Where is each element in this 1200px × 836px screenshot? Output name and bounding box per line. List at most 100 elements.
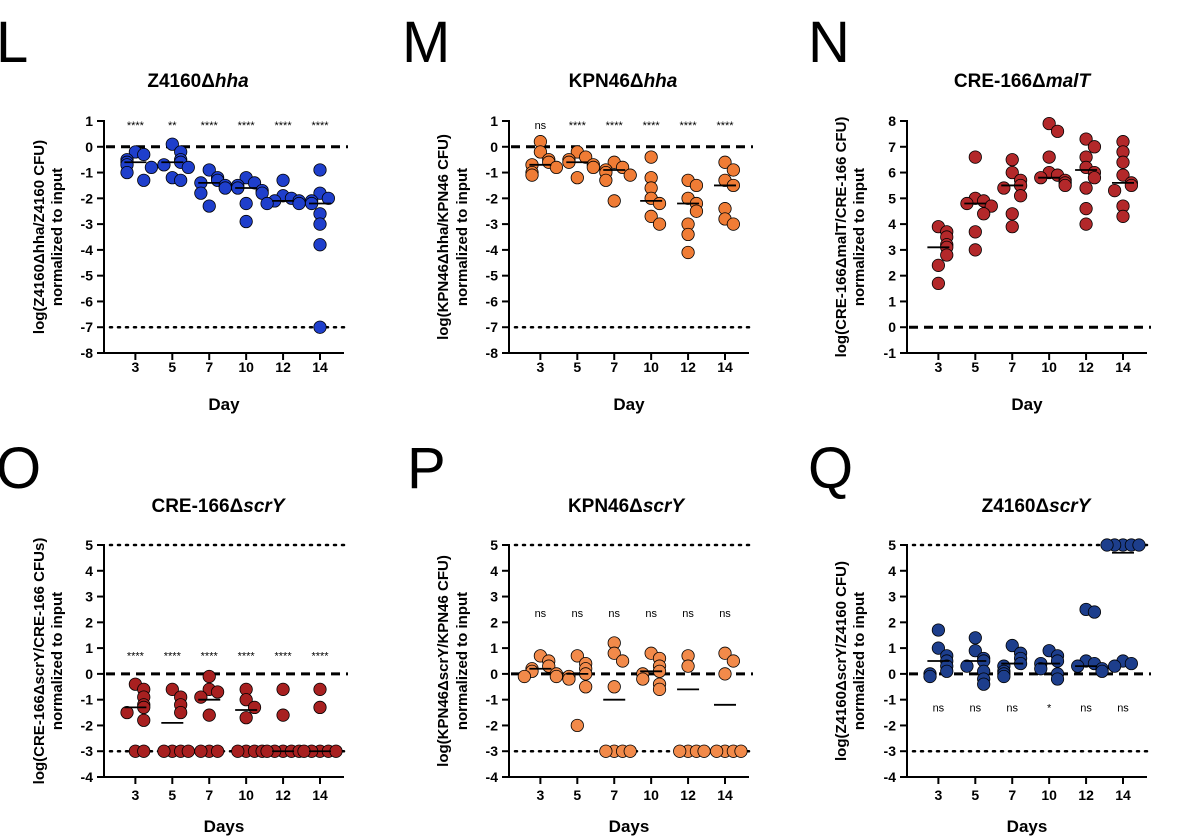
data-point [260,744,274,758]
y-tick-label: -1 [81,692,94,708]
y-tick-label: -8 [486,345,499,361]
data-point [681,659,695,673]
significance-label: ns [933,702,945,714]
x-tick-label: 10 [238,787,254,803]
y-tick-label: 2 [85,614,93,630]
y-tick-label: -4 [884,769,897,785]
data-point [1100,538,1114,552]
y-tick-label: 4 [490,563,498,579]
data-point [120,705,134,720]
x-tick-label: 14 [717,359,733,375]
data-point [1124,656,1138,671]
y-tick-label: 1 [85,113,93,129]
data-point [940,248,954,262]
data-point [329,744,343,758]
y-tick-label: 5 [85,537,93,553]
data-point [968,150,982,164]
data-point [652,682,667,696]
x-tick-label: 10 [1041,359,1057,375]
significance-label: **** [716,120,734,132]
data-point [276,708,290,722]
y-tick-label: 5 [888,537,896,553]
y-tick-label: 4 [85,563,93,579]
panel-title: Z4160ΔscrY [982,496,1093,517]
data-point [652,196,667,211]
data-point [1079,202,1093,216]
x-tick-label: 5 [573,359,581,375]
data-point [579,680,593,694]
x-tick-label: 7 [1008,359,1016,375]
significance-label: **** [127,651,145,663]
y-tick-label: 0 [490,666,498,682]
significance-label: ns [719,608,731,620]
data-point [697,744,711,758]
y-tick-label: -3 [486,216,499,232]
y-tick-label: -2 [884,717,897,733]
y-axis-title-line1: log(Z4160Δhha/Z4160 CFU) [31,140,48,334]
data-point [1014,189,1028,203]
y-tick-label: -7 [81,319,94,335]
x-tick-label: 3 [131,359,139,375]
data-point [1058,178,1072,193]
data-point [1124,178,1138,193]
y-tick-label: -3 [884,743,897,759]
data-point [157,158,171,172]
data-point [652,217,667,231]
data-point [231,744,245,758]
data-point [599,173,613,187]
data-point [607,646,621,660]
x-tick-label: 14 [312,787,328,803]
significance-label: * [1047,702,1052,714]
y-tick-label: -2 [81,190,94,206]
data-point [562,672,576,686]
significance-label: ns [571,608,583,620]
x-axis-title: Days [609,817,650,836]
x-tick-label: 14 [312,359,328,375]
significance-label: **** [643,120,661,132]
y-tick-label: 2 [490,614,498,630]
data-point [181,160,195,174]
panel-title: KPN46Δhha [569,71,678,92]
significance-label: ** [168,120,177,132]
x-tick-label: 7 [1008,787,1016,803]
data-point [549,669,563,684]
data-point [218,181,232,195]
y-tick-label: -4 [81,769,94,785]
significance-label: **** [275,651,293,663]
x-axis-title: Day [613,395,645,414]
data-point [1116,209,1130,223]
y-tick-label: -5 [486,268,499,284]
x-tick-label: 7 [610,359,618,375]
y-tick-label: 4 [888,563,896,579]
data-point [1079,132,1093,146]
y-tick-label: -6 [486,293,499,309]
x-tick-label: 14 [1115,787,1131,803]
x-tick-label: 5 [971,359,979,375]
y-tick-label: -3 [81,216,94,232]
y-tick-label: -4 [486,769,499,785]
x-tick-label: 12 [275,787,291,803]
y-tick-label: 8 [888,113,896,129]
data-point [681,245,695,260]
x-tick-label: 14 [717,787,733,803]
y-tick-label: -2 [486,190,499,206]
significance-label: **** [569,120,587,132]
data-point [292,196,306,211]
data-point [931,276,945,290]
data-point [1087,140,1102,154]
y-tick-label: -5 [81,268,94,284]
x-tick-label: 10 [643,359,659,375]
y-tick-label: -1 [486,165,499,181]
y-tick-label: 3 [888,242,896,258]
data-point [313,163,327,177]
x-tick-label: 12 [680,787,696,803]
data-point [599,744,613,758]
x-tick-label: 3 [536,787,544,803]
panel-m: M KPN46Δhha log(KPN46Δhha/KPN46 CFU) normal… [402,10,755,414]
data-point [137,744,151,758]
y-axis-title-line1: log(CRE-166ΔmalT/CRE-166 CFU) [833,117,850,358]
y-axis-title-line1: log(CRE-166ΔscrY/CRE-166 CFUs) [31,538,48,785]
data-point [644,150,658,164]
data-point [1050,672,1065,686]
